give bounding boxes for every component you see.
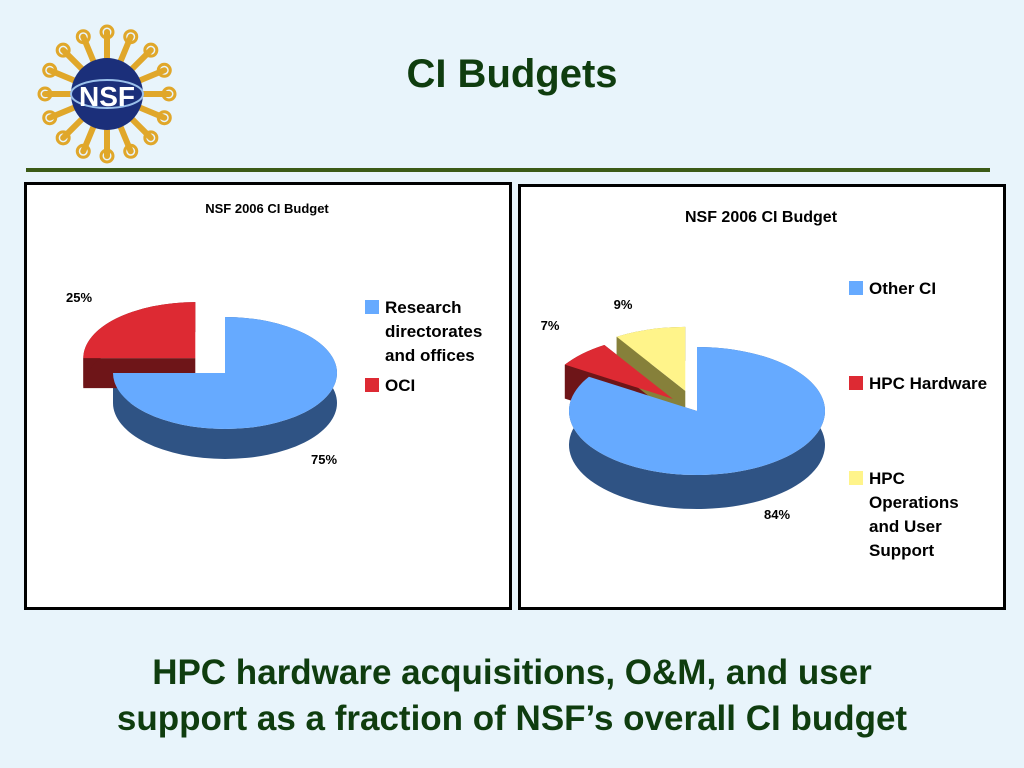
logo-ray <box>129 116 154 141</box>
logo-ray <box>46 104 77 121</box>
logo-ray <box>117 124 134 155</box>
logo-ray <box>80 33 97 64</box>
chart-panel-right: NSF 2006 CI Budget 84% 7% 9% Other CI HPC Har… <box>518 184 1006 610</box>
legend-label: and offices <box>385 346 475 365</box>
legend-swatch <box>849 471 863 485</box>
nsf-logo: NSF <box>37 24 177 164</box>
logo-ray-tip <box>156 110 172 126</box>
logo-ray <box>80 124 97 155</box>
logo-ray-tip <box>156 62 172 78</box>
pie-slice-1 <box>83 302 196 359</box>
chart-title: NSF 2006 CI Budget <box>685 209 838 226</box>
slide-caption: HPC hardware acquisitions, O&M, and user… <box>0 650 1024 742</box>
pie-slices <box>564 326 825 475</box>
slice-value-label: 7% <box>541 318 560 333</box>
legend-label: Research <box>385 298 462 317</box>
logo-ray <box>129 47 154 72</box>
logo-ray-tip <box>123 29 139 45</box>
chart-title: NSF 2006 CI Budget <box>205 201 329 216</box>
logo-ray-tip <box>123 143 139 159</box>
logo-globe <box>71 58 143 130</box>
logo-rays <box>37 24 177 164</box>
logo-ray-tip <box>75 143 91 159</box>
logo-ray <box>60 116 85 141</box>
title-divider <box>26 168 990 172</box>
pie-slice-1 <box>564 344 673 399</box>
logo-orbit <box>70 79 144 109</box>
pie-chart-right: NSF 2006 CI Budget 84% 7% 9% Other CI HPC Har… <box>541 209 988 560</box>
pie-slice-0 <box>113 317 337 429</box>
legend-label: and User <box>869 517 942 536</box>
chart-panel-left: NSF 2006 CI Budget 75% 25% Research director… <box>24 182 512 610</box>
slice-value-label: 25% <box>66 290 92 305</box>
caption-line-1: HPC hardware acquisitions, O&M, and user <box>152 653 872 692</box>
logo-ray-tip <box>42 62 58 78</box>
pie-slices <box>83 302 337 429</box>
pie-slice-0 <box>569 347 825 475</box>
logo-ray-tip <box>143 42 159 58</box>
legend-label: directorates <box>385 322 482 341</box>
legend-label: Operations <box>869 493 959 512</box>
chart-legend: Research directorates and offices OCI <box>365 298 482 395</box>
logo-ray-tip <box>143 130 159 146</box>
legend-label: Support <box>869 541 934 560</box>
logo-ray-tip <box>55 130 71 146</box>
legend-swatch <box>849 281 863 295</box>
slice-value-label: 9% <box>614 297 633 312</box>
logo-ray-tip <box>75 29 91 45</box>
logo-ray-tip <box>55 42 71 58</box>
logo-ray-tip <box>99 148 115 164</box>
logo-ray <box>60 47 85 72</box>
logo-ray-tip <box>161 86 177 102</box>
caption-line-2: support as a fraction of NSF’s overall C… <box>116 699 908 738</box>
logo-text: NSF <box>79 81 135 112</box>
slice-value-label: 75% <box>311 452 337 467</box>
legend-label: HPC <box>869 469 905 488</box>
legend-swatch <box>365 300 379 314</box>
legend-swatch <box>849 376 863 390</box>
legend-label: OCI <box>385 376 415 395</box>
slice-value-label: 84% <box>764 507 790 522</box>
logo-ray-tip <box>37 86 53 102</box>
slide-title: CI Budgets <box>406 52 618 96</box>
pie-chart-left: NSF 2006 CI Budget 75% 25% Research director… <box>66 201 482 467</box>
legend-label: HPC Hardware <box>869 374 987 393</box>
pie-slice-2 <box>616 326 686 391</box>
legend-swatch <box>365 378 379 392</box>
logo-ray <box>137 67 168 84</box>
chart-legend: Other CI HPC Hardware HPC Operations and Use… <box>849 279 987 560</box>
legend-label: Other CI <box>869 279 936 298</box>
logo-ray <box>137 104 168 121</box>
logo-ray <box>117 33 134 64</box>
logo-ray <box>46 67 77 84</box>
logo-ray-tip <box>99 24 115 40</box>
logo-ray-tip <box>42 110 58 126</box>
